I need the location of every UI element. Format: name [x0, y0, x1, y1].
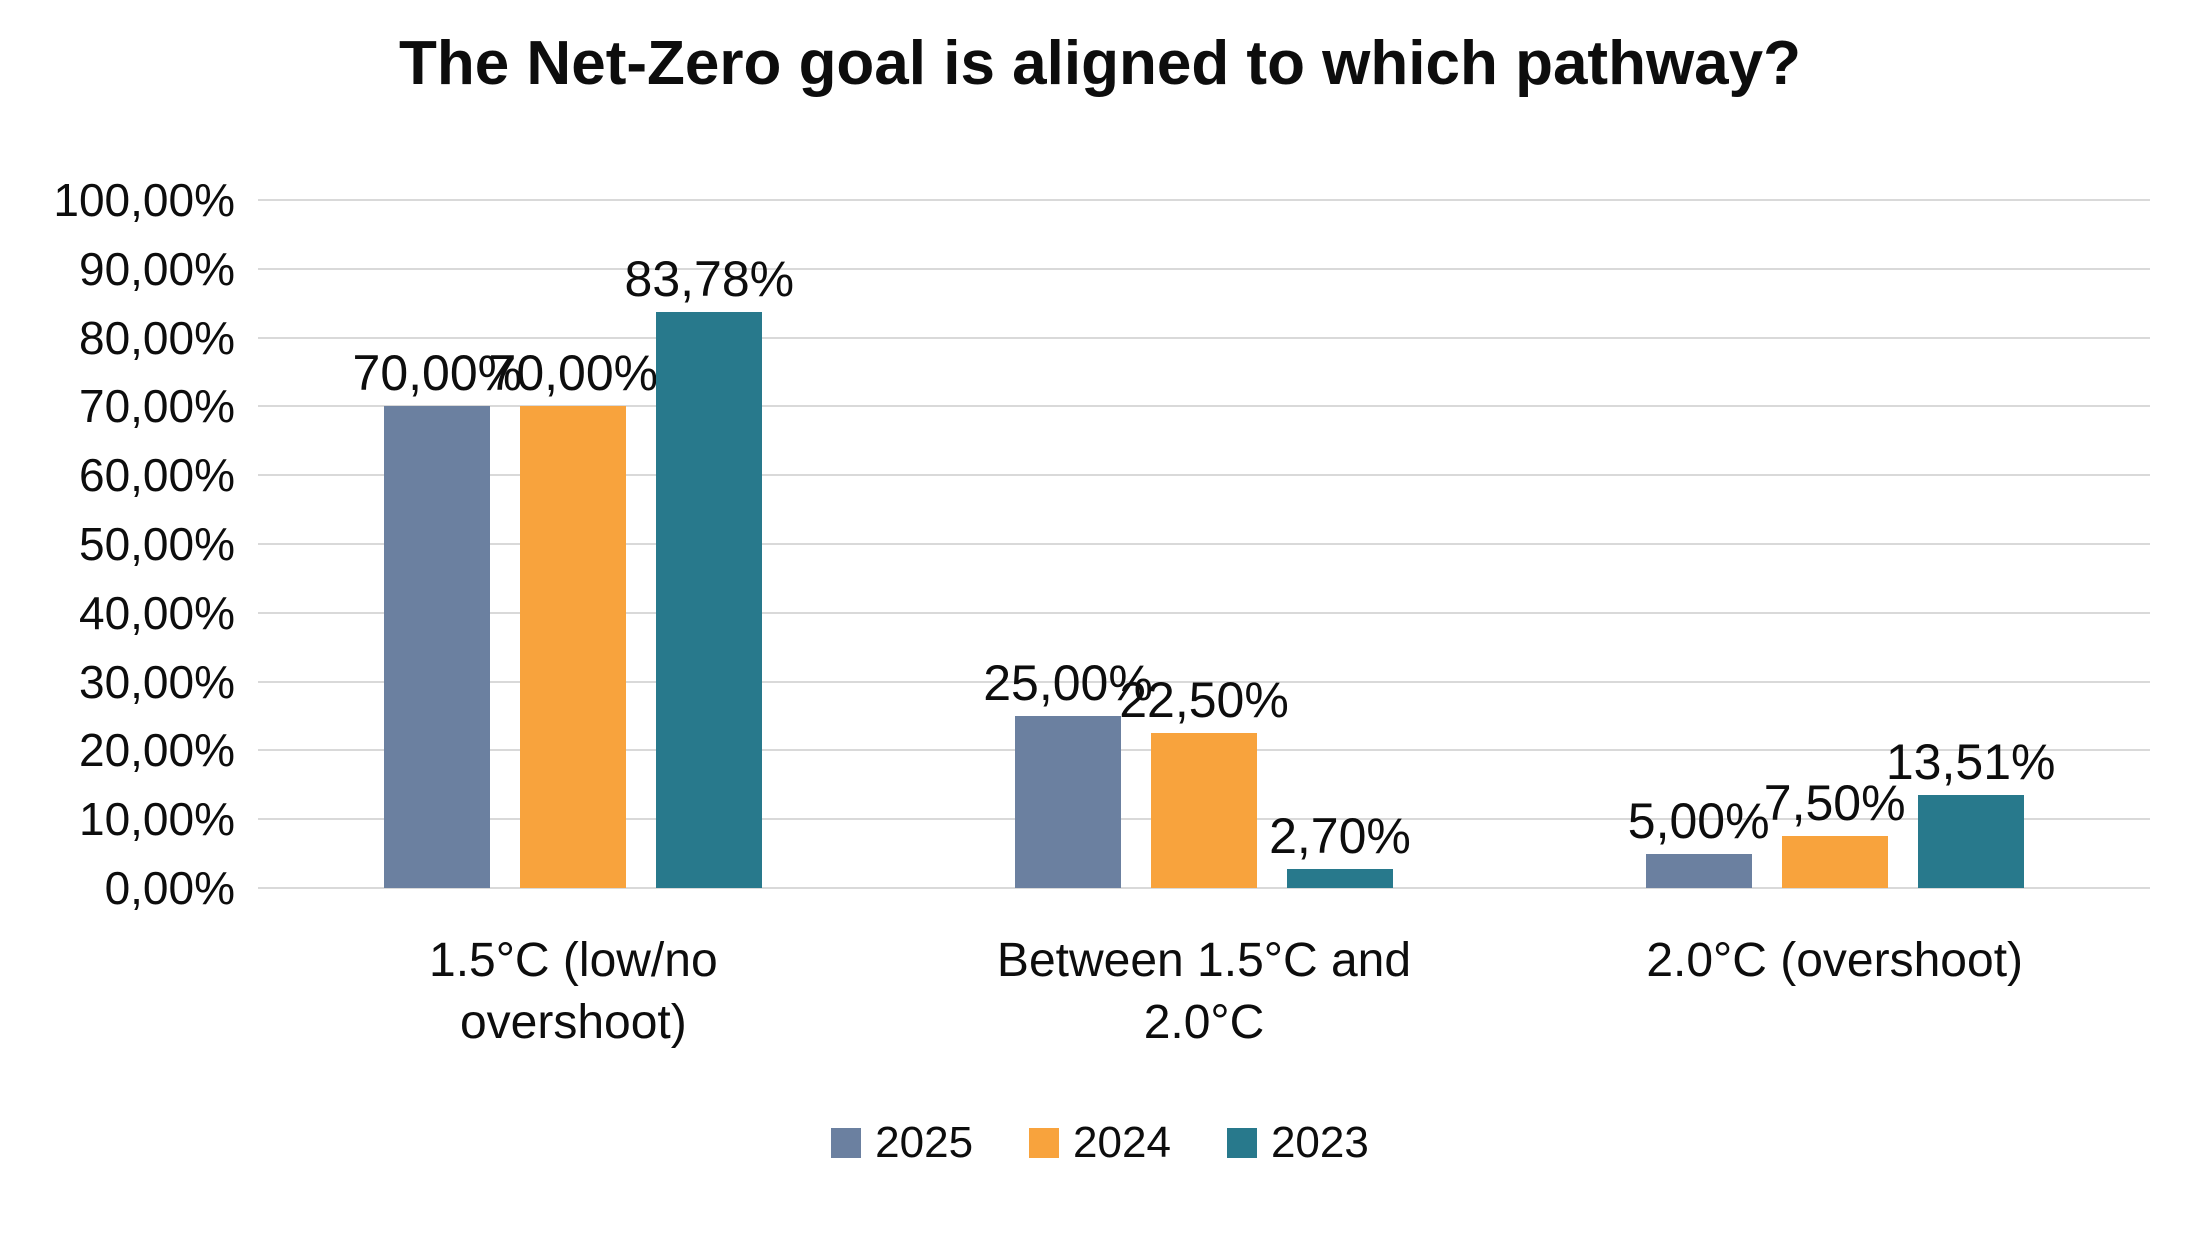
- bar-2025: [1645, 853, 1752, 888]
- bar-column: 83,78%: [625, 250, 794, 888]
- bar-2023: [1287, 869, 1393, 888]
- legend-item: 2024: [1029, 1118, 1171, 1168]
- legend-label: 2024: [1073, 1118, 1171, 1167]
- category-label: Between 1.5°C and 2.0°C: [996, 934, 1412, 1050]
- legend-swatch-icon: [1226, 1128, 1257, 1158]
- plot-area: 70,00% 70,00% 83,78% 25,00% 22,50% 2,70% 5,00%…: [258, 199, 2150, 889]
- y-tick-label: 70,00%: [78, 380, 235, 433]
- legend-item: 2023: [1226, 1118, 1369, 1168]
- bar-column: 25,00%: [983, 654, 1153, 888]
- legend-label: 2025: [875, 1118, 974, 1167]
- y-tick-label: 80,00%: [78, 311, 235, 364]
- y-axis: 0,00% 10,00% 20,00% 30,00% 40,00% 50,00% 60,00…: [0, 174, 235, 914]
- gridline: [258, 887, 2150, 889]
- legend-swatch-icon: [831, 1128, 862, 1158]
- bar-value-label: 22,50%: [1119, 672, 1289, 729]
- category-label: 2.0°C (overshoot): [1646, 934, 2024, 987]
- bar-groups: 70,00% 70,00% 83,78% 25,00% 22,50% 2,70% 5,00%…: [258, 200, 2150, 888]
- y-tick-label: 0,00%: [104, 862, 235, 914]
- gridline: [258, 543, 2150, 545]
- bar-value-label: 25,00%: [983, 655, 1153, 711]
- legend-swatch-icon: [1029, 1128, 1060, 1158]
- gridline: [258, 405, 2150, 408]
- y-tick-label: 30,00%: [78, 655, 235, 708]
- gridline: [258, 199, 2150, 201]
- category-axis: 1.5°C (low/no overshoot) Between 1.5°C an…: [258, 930, 2150, 1055]
- gridline: [258, 267, 2150, 270]
- bar-value-label: 2,70%: [1269, 808, 1411, 865]
- bar-column: 5,00%: [1628, 792, 1770, 888]
- y-tick-label: 50,00%: [78, 518, 235, 570]
- bar-group: 5,00% 7,50% 13,51%: [1519, 200, 2150, 888]
- bar-column: 13,51%: [1886, 733, 2055, 888]
- bar-column: 2,70%: [1269, 807, 1411, 888]
- bar-2024: [1151, 733, 1257, 888]
- y-tick-label: 20,00%: [78, 724, 235, 777]
- legend-label: 2023: [1270, 1118, 1369, 1167]
- gridline: [258, 680, 2150, 683]
- bar-column: 7,50%: [1764, 774, 1906, 888]
- bar-2023: [656, 311, 763, 888]
- bar-value-label: 7,50%: [1763, 775, 1906, 832]
- y-tick-label: 60,00%: [78, 449, 235, 502]
- bar-value-label: 13,51%: [1885, 734, 2056, 791]
- bar-column: 70,00%: [353, 344, 522, 888]
- bar-group: 25,00% 22,50% 2,70%: [889, 200, 1520, 888]
- bar-2024: [1781, 836, 1888, 888]
- y-tick-label: 10,00%: [78, 793, 235, 846]
- bar-group: 70,00% 70,00% 83,78%: [258, 200, 889, 888]
- chart-title: The Net-Zero goal is aligned to which pa…: [398, 29, 1802, 98]
- gridline: [258, 611, 2150, 614]
- gridline: [258, 474, 2150, 477]
- bar-value-label: 83,78%: [624, 250, 795, 307]
- category-label: 1.5°C (low/no overshoot): [429, 934, 718, 1050]
- y-tick-label: 90,00%: [78, 242, 235, 295]
- legend: 2025 2024 2023: [0, 1118, 2200, 1168]
- bar-2025: [1015, 716, 1121, 888]
- bar-value-label: 70,00%: [488, 345, 659, 402]
- bar-column: 70,00%: [489, 344, 658, 888]
- bar-2023: [1917, 795, 2024, 888]
- bar-value-label: 70,00%: [352, 345, 523, 402]
- bar-2024: [520, 406, 627, 888]
- bar-value-label: 5,00%: [1627, 792, 1770, 849]
- bar-2025: [384, 406, 491, 888]
- gridline: [258, 336, 2150, 339]
- bar-column: 22,50%: [1119, 671, 1289, 888]
- y-tick-label: 40,00%: [78, 586, 235, 639]
- y-tick-label: 100,00%: [53, 174, 235, 226]
- legend-item: 2025: [831, 1118, 973, 1168]
